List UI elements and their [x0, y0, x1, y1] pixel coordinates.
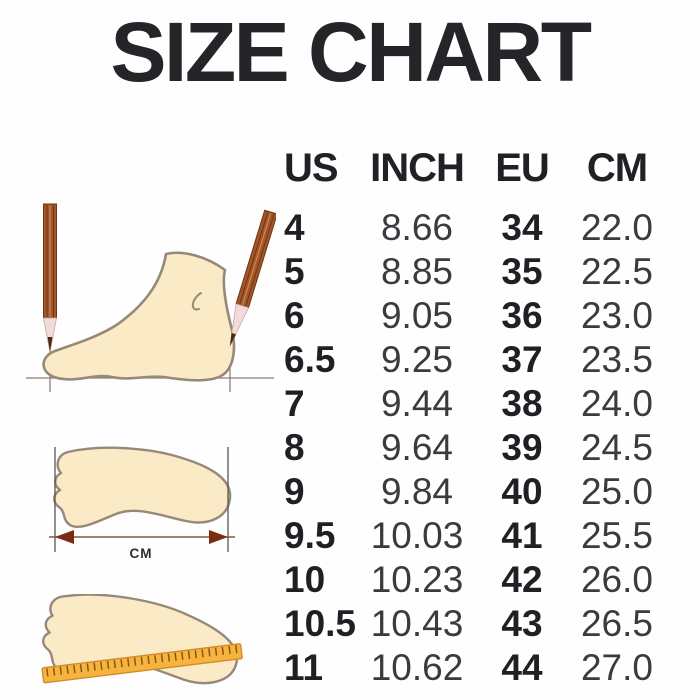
cell-eu: 38: [501, 382, 543, 424]
page-title: SIZE CHART: [110, 5, 593, 99]
header-us: US: [284, 146, 339, 190]
table-row: 5 8.85 35 22.5: [270, 249, 666, 293]
cell-eu: 34: [501, 206, 543, 248]
cell-inch: 9.44: [380, 382, 453, 424]
cell-inch: 9.25: [380, 338, 453, 380]
header-cm: CM: [586, 146, 648, 190]
table-row: 11 10.62 44 27.0: [270, 645, 666, 689]
cell-inch: 10.62: [370, 646, 464, 688]
table-header-row: US INCH EU CM: [270, 143, 666, 193]
footprint-ruler-icon: [41, 594, 243, 685]
cell-cm: 23.5: [580, 338, 653, 380]
cell-us: 4: [284, 206, 305, 248]
cell-us: 7: [284, 382, 305, 424]
arrowhead-right: [209, 530, 228, 544]
header-inch: INCH: [370, 146, 465, 190]
cell-eu: 41: [501, 514, 543, 556]
cell-cm: 22.0: [580, 206, 653, 248]
cell-eu: 35: [501, 250, 543, 292]
header-eu: EU: [495, 146, 550, 190]
cell-cm: 27.0: [580, 646, 653, 688]
cell-inch: 9.64: [380, 426, 453, 468]
cell-us: 6: [284, 294, 305, 336]
table-row: 6 9.05 36 23.0: [270, 293, 666, 337]
footprint-shape: [53, 446, 232, 528]
foot-side-pencil-measure-icon: [26, 203, 276, 392]
cell-eu: 40: [501, 470, 543, 512]
cell-eu: 44: [501, 646, 543, 688]
cell-cm: 25.0: [580, 470, 653, 512]
ankle-squiggle: [191, 292, 202, 311]
table-row: 4 8.66 34 22.0: [270, 205, 666, 249]
cell-us: 9: [284, 470, 305, 512]
table-row: 9.5 10.03 41 25.5: [270, 513, 666, 557]
cell-inch: 8.85: [380, 250, 453, 292]
cell-inch: 9.05: [380, 294, 453, 336]
arrowhead-left: [55, 530, 74, 544]
table-row: 7 9.44 38 24.0: [270, 381, 666, 425]
cell-us: 6.5: [284, 338, 336, 380]
cell-us: 5: [284, 250, 305, 292]
cell-cm: 26.5: [580, 602, 653, 644]
cell-us: 10: [284, 558, 326, 600]
cell-inch: 10.43: [370, 602, 464, 644]
cell-us: 8: [284, 426, 305, 468]
cell-eu: 37: [501, 338, 543, 380]
cell-eu: 36: [501, 294, 543, 336]
table-row: 6.5 9.25 37 23.5: [270, 337, 666, 381]
cell-us: 10.5: [284, 602, 357, 644]
cell-cm: 23.0: [580, 294, 653, 336]
cell-cm: 22.5: [580, 250, 653, 292]
cell-inch: 9.84: [380, 470, 453, 512]
cell-eu: 39: [501, 426, 543, 468]
foot-side-shape: [42, 251, 236, 382]
cell-cm: 24.0: [580, 382, 653, 424]
right-pencil-icon: [229, 209, 276, 347]
cell-us: 9.5: [284, 514, 336, 556]
cell-cm: 25.5: [580, 514, 653, 556]
cell-inch: 8.66: [380, 206, 453, 248]
table-row: 10.5 10.43 43 26.5: [270, 601, 666, 645]
cell-cm: 24.5: [580, 426, 653, 468]
cm-label: CM: [130, 546, 153, 561]
left-pencil-icon: [43, 203, 57, 353]
ruler-icon: [41, 643, 243, 684]
cell-inch: 10.03: [370, 514, 464, 556]
table-row: 9 9.84 40 25.0: [270, 469, 666, 513]
cell-cm: 26.0: [580, 558, 653, 600]
cell-inch: 10.23: [370, 558, 464, 600]
cell-eu: 42: [501, 558, 543, 600]
footprint-length-arrow-icon: CM: [49, 446, 235, 561]
table-row: 10 10.23 42 26.0: [270, 557, 666, 601]
cell-us: 11: [284, 646, 324, 688]
table-body: 4 8.66 34 22.0 5 8.85 35 22.5 6 9.05 36 23.0 6.5 9.25…: [270, 205, 666, 689]
size-table: US INCH EU CM 4 8.66 34 22.0 5 8.85 35 22.5 6 9.0…: [270, 143, 666, 689]
cell-eu: 43: [501, 602, 543, 644]
table-row: 8 9.64 39 24.5: [270, 425, 666, 469]
